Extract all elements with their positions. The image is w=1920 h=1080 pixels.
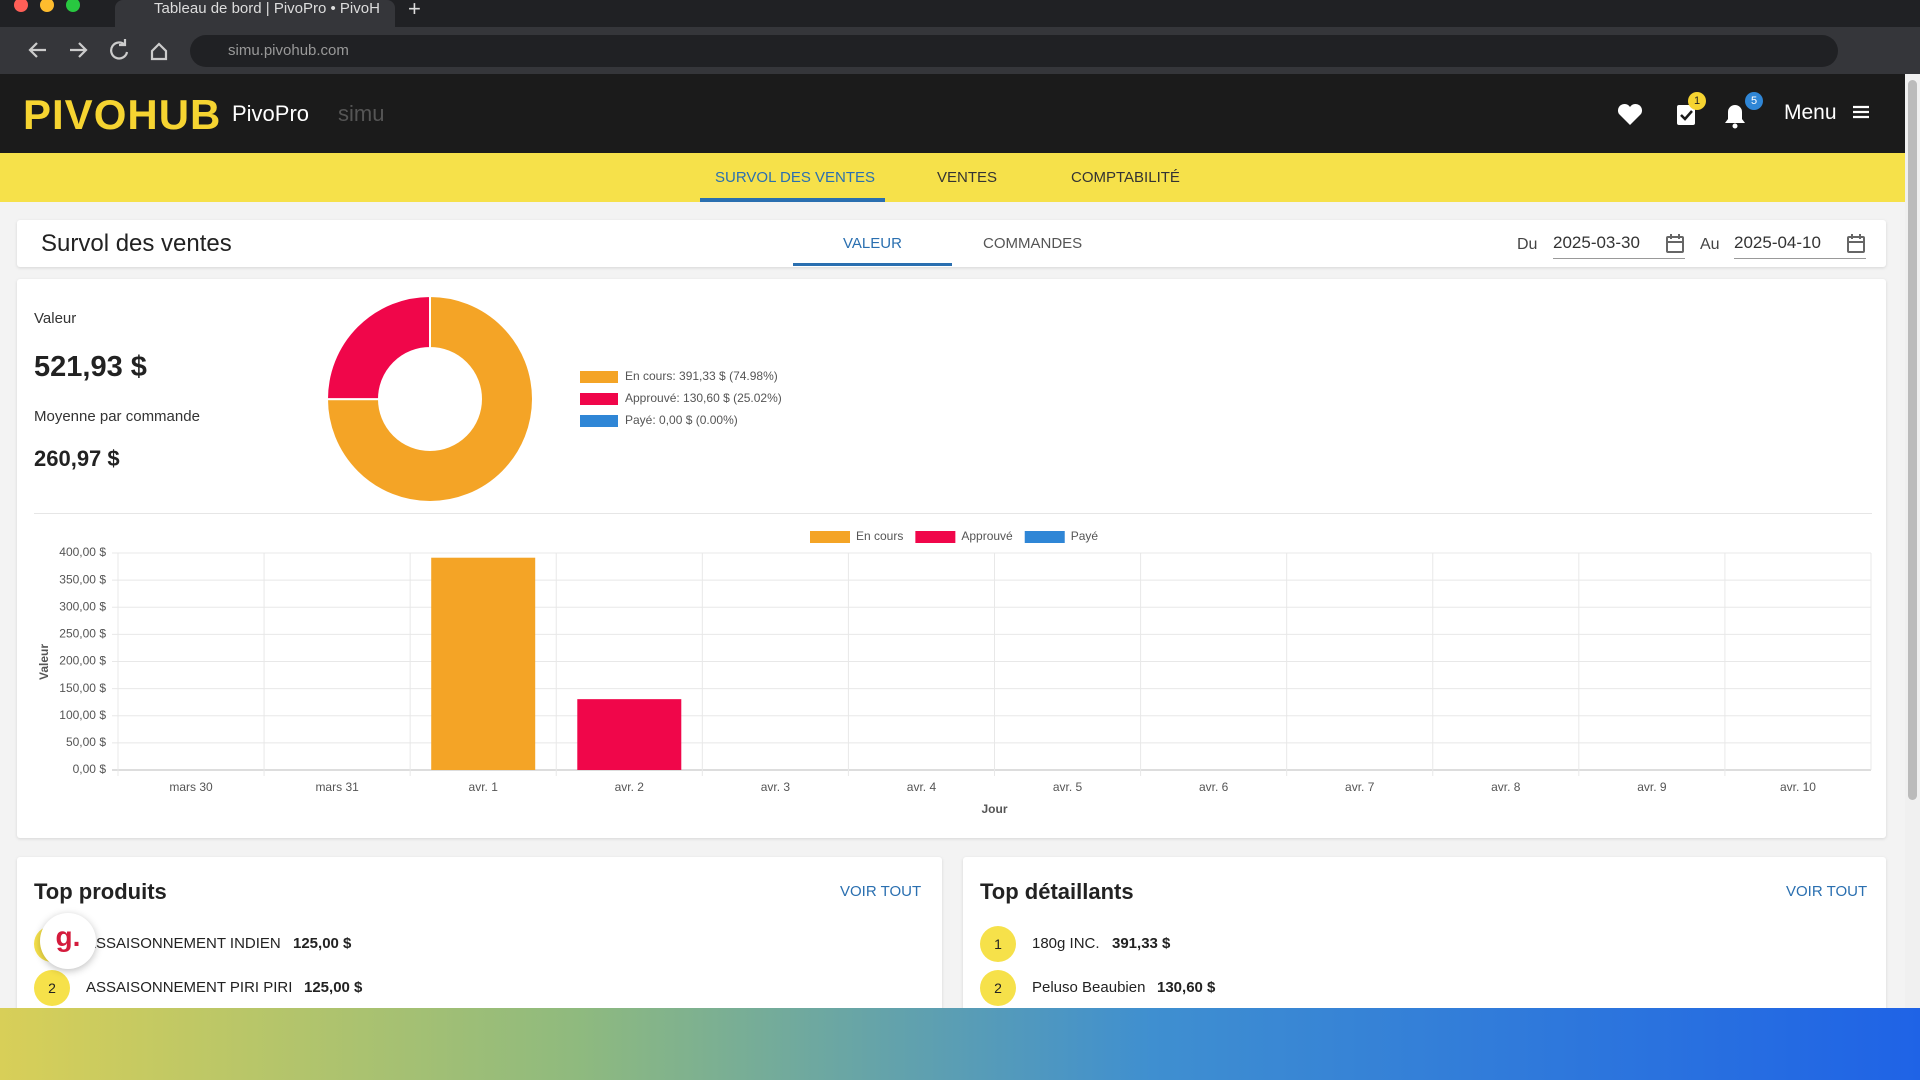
legend-label: Approuvé: 130,60 $ (25.02%) xyxy=(625,391,782,405)
hamburger[interactable] xyxy=(1852,104,1870,120)
legend-swatch xyxy=(810,531,850,543)
see-all[interactable]: VOIR TOUT xyxy=(840,883,922,900)
x-tick-label: mars 31 xyxy=(315,780,359,794)
legend-swatch xyxy=(580,393,618,405)
y-tick-label: 100,00 $ xyxy=(59,708,106,722)
tab-valeur[interactable]: VALEUR xyxy=(843,235,902,252)
value-label: Valeur xyxy=(34,310,77,327)
y-axis-title: Valeur xyxy=(37,644,51,680)
separator xyxy=(34,513,1872,514)
row-name: 180g INC. xyxy=(1032,935,1100,952)
x-tick-label: mars 30 xyxy=(169,780,213,794)
list-title: Top détaillants xyxy=(980,879,1134,904)
from-label: Du xyxy=(1517,236,1538,253)
app-header xyxy=(0,74,1905,153)
url-bar[interactable] xyxy=(190,35,1838,67)
max-dot[interactable] xyxy=(66,0,80,12)
row-amount: 391,33 $ xyxy=(1112,935,1171,952)
legend-label: Payé: 0,00 $ (0.00%) xyxy=(625,413,738,427)
value-total: 521,93 $ xyxy=(34,351,147,383)
y-tick-label: 250,00 $ xyxy=(59,627,106,641)
tab-title: Tableau de bord | PivoPro • PivoH xyxy=(154,0,380,17)
browser-tab[interactable] xyxy=(115,0,395,27)
notif-badge: 5 xyxy=(1745,92,1763,110)
menu-button[interactable]: Menu xyxy=(1784,101,1837,124)
avg-value: 260,97 $ xyxy=(34,446,120,471)
donut-slice xyxy=(325,294,534,503)
chat-widget[interactable]: g. xyxy=(40,913,96,969)
x-tick-label: avr. 6 xyxy=(1199,780,1229,794)
donut-slice xyxy=(325,294,431,401)
see-all[interactable]: VOIR TOUT xyxy=(1786,883,1868,900)
legend-label: Payé xyxy=(1071,529,1099,543)
x-tick-label: avr. 5 xyxy=(1053,780,1083,794)
tab-indicator xyxy=(793,263,952,266)
sales-card xyxy=(17,279,1886,838)
legend-swatch xyxy=(1024,531,1065,543)
calendar-icons[interactable] xyxy=(1665,233,1865,255)
y-tick-label: 300,00 $ xyxy=(59,599,106,613)
header-icons[interactable] xyxy=(1615,95,1775,135)
nav-indicator xyxy=(700,198,885,202)
row-amount: 125,00 $ xyxy=(293,935,352,952)
nav-buttons[interactable] xyxy=(0,27,190,74)
bar xyxy=(431,557,536,770)
avg-label: Moyenne par commande xyxy=(34,408,200,425)
row-name: ASSAISONNEMENT INDIEN xyxy=(86,935,281,952)
task-badge: 1 xyxy=(1688,92,1706,110)
x-tick-label: avr. 8 xyxy=(1491,780,1521,794)
list-title: Top produits xyxy=(34,879,167,904)
y-tick-label: 50,00 $ xyxy=(66,735,106,749)
nav-tab[interactable]: VENTES xyxy=(937,169,998,186)
main-nav xyxy=(0,153,1905,202)
legend-swatch xyxy=(580,371,618,383)
to-label: Au xyxy=(1700,236,1720,253)
y-tick-label: 150,00 $ xyxy=(59,681,106,695)
y-tick-label: 0,00 $ xyxy=(73,762,107,776)
nav-tab[interactable]: SURVOL DES VENTES xyxy=(715,169,876,186)
env-name: simu xyxy=(338,101,385,126)
x-tick-label: avr. 7 xyxy=(1345,780,1375,794)
x-tick-label: avr. 3 xyxy=(761,780,791,794)
legend-label: Approuvé xyxy=(961,529,1013,543)
tab-commandes[interactable]: COMMANDES xyxy=(983,235,1083,252)
to-date[interactable]: 2025-04-10 xyxy=(1734,233,1866,259)
legend-label: En cours: 391,33 $ (74.98%) xyxy=(625,369,778,383)
row-amount: 125,00 $ xyxy=(304,979,363,996)
nav-tab[interactable]: COMPTABILITÉ xyxy=(1071,169,1180,186)
x-tick-label: avr. 2 xyxy=(615,780,645,794)
legend-swatch xyxy=(580,415,618,427)
legend-swatch xyxy=(915,531,956,543)
x-tick-label: avr. 9 xyxy=(1637,780,1667,794)
logo[interactable]: PIVOHUB xyxy=(23,91,222,138)
rank: 1 xyxy=(980,926,1016,962)
row-name: ASSAISONNEMENT PIRI PIRI xyxy=(86,979,293,996)
x-tick-label: avr. 4 xyxy=(907,780,937,794)
row-amount: 130,60 $ xyxy=(1157,979,1216,996)
video-band xyxy=(0,1008,1920,1080)
y-tick-label: 200,00 $ xyxy=(59,654,106,668)
overview-bar xyxy=(17,220,1886,267)
bar xyxy=(577,699,682,770)
rank: 2 xyxy=(34,970,70,1006)
x-tick-label: avr. 1 xyxy=(469,780,499,794)
scrollbar xyxy=(1905,74,1920,1008)
y-tick-label: 350,00 $ xyxy=(59,572,106,586)
app-name: PivoPro xyxy=(232,101,310,126)
overview-title: Survol des ventes xyxy=(41,230,232,257)
y-tick-label: 400,00 $ xyxy=(59,545,106,559)
url: simu.pivohub.com xyxy=(228,42,349,59)
min-dot[interactable] xyxy=(40,0,54,12)
rank: 2 xyxy=(980,970,1016,1006)
new-tab[interactable]: + xyxy=(408,0,421,21)
from-date[interactable]: 2025-03-30 xyxy=(1553,233,1685,259)
x-axis-title: Jour xyxy=(981,802,1007,816)
x-tick-label: avr. 10 xyxy=(1780,780,1816,794)
close-dot[interactable] xyxy=(14,0,28,12)
legend-label: En cours xyxy=(856,529,903,543)
row-name: Peluso Beaubien xyxy=(1032,979,1146,996)
